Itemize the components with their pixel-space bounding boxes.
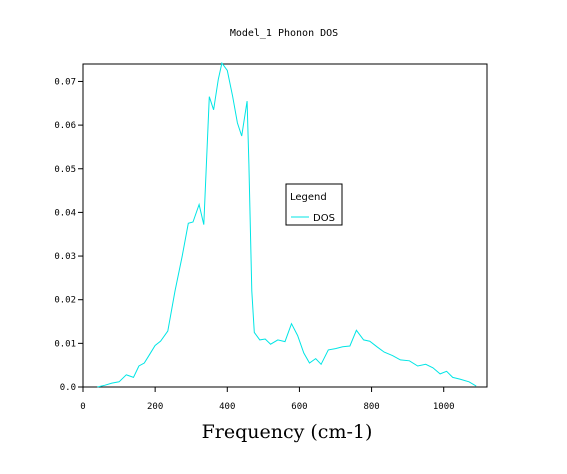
x-axis-label: Frequency (cm-1)	[202, 421, 373, 443]
legend-box	[285, 183, 343, 226]
y-tick-label: 0.06	[54, 121, 76, 131]
y-tick-label: 0.04	[54, 208, 76, 218]
x-tick-label: 800	[363, 402, 379, 412]
x-tick-label: 0	[80, 402, 85, 412]
y-tick-label: 0.03	[54, 252, 76, 262]
x-axis: 0 200 400 600 800 1000	[80, 387, 455, 412]
y-tick-label: 0.02	[54, 296, 76, 306]
x-tick-label: 200	[147, 402, 163, 412]
y-tick-label: 0.01	[54, 339, 76, 349]
y-tick-label: 0.07	[54, 77, 76, 87]
x-tick-label: 1000	[433, 402, 455, 412]
series-layer	[97, 61, 477, 388]
legend-title: Legend	[290, 192, 327, 203]
y-tick-label: 0.05	[54, 165, 76, 175]
legend: Legend DOS	[285, 183, 343, 226]
series-line-dos	[97, 61, 477, 388]
plot-frame	[82, 63, 488, 388]
x-tick-label: 400	[219, 402, 235, 412]
x-tick-label: 600	[291, 402, 307, 412]
y-tick-label: 0.0	[60, 383, 76, 393]
legend-label-dos: DOS	[313, 213, 335, 224]
chart-title: Model_1 Phonon DOS	[230, 28, 338, 39]
y-axis: 0.0 0.01 0.02 0.03 0.04 0.05 0.06 0.07	[54, 77, 83, 393]
